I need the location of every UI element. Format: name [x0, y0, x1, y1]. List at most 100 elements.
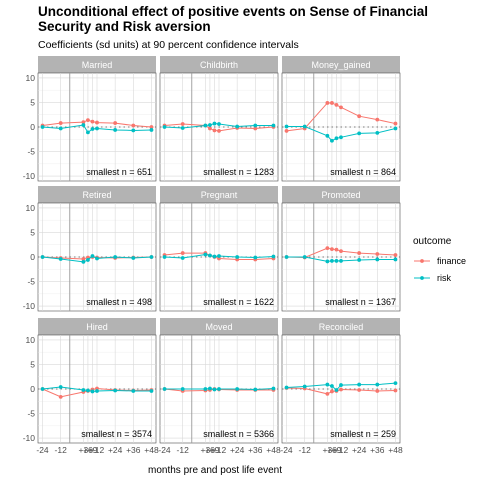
strip-label: Pregnant [201, 190, 238, 200]
point-finance [375, 252, 379, 256]
legend-title: outcome [413, 236, 452, 247]
point-finance [208, 127, 212, 131]
point-risk [163, 387, 167, 391]
point-finance [339, 249, 343, 253]
y-tick-label: -5 [27, 277, 35, 287]
x-tick-label: +12 [90, 445, 105, 455]
point-risk [357, 131, 361, 135]
point-risk [303, 385, 307, 389]
x-tick-label: -12 [177, 445, 190, 455]
point-risk [253, 256, 257, 260]
point-finance [330, 247, 334, 251]
point-risk [41, 387, 45, 391]
n-label: smallest n = 1283 [203, 167, 274, 177]
point-finance [285, 129, 289, 133]
point-risk [330, 384, 334, 388]
panel-married: Married smallest n = 651 -10 -5 0 5 10 [23, 56, 156, 181]
n-label: smallest n = 1367 [325, 297, 396, 307]
point-risk [181, 387, 185, 391]
point-risk [213, 388, 217, 392]
point-finance [339, 105, 343, 109]
point-finance [375, 389, 379, 393]
point-finance [95, 121, 99, 125]
point-risk [59, 385, 63, 389]
point-risk [91, 390, 95, 394]
point-risk [41, 255, 45, 259]
point-finance [357, 251, 361, 255]
point-risk [339, 259, 343, 263]
point-risk [81, 260, 85, 264]
x-axis-title: months pre and post life event [148, 465, 282, 476]
point-finance [217, 129, 221, 133]
panel-promoted: Promoted smallest n = 1367 [282, 186, 400, 311]
panel-childbirth: Childbirth smallest n = 1283 [160, 56, 278, 181]
point-finance [357, 388, 361, 392]
point-finance [86, 118, 90, 122]
point-risk [335, 259, 339, 263]
point-risk [325, 383, 329, 387]
point-finance [335, 248, 339, 252]
point-risk [208, 387, 212, 391]
point-risk [394, 258, 398, 262]
point-risk [335, 388, 339, 392]
point-risk [131, 389, 135, 393]
point-risk [150, 389, 154, 393]
point-finance [394, 253, 398, 257]
point-risk [91, 127, 95, 131]
point-risk [95, 257, 99, 261]
point-risk [203, 253, 207, 257]
point-risk [41, 125, 45, 129]
x-tick-label: +24 [230, 445, 245, 455]
point-risk [375, 131, 379, 135]
point-risk [253, 388, 257, 392]
point-finance [59, 121, 63, 125]
legend-key-point-risk [420, 276, 424, 280]
point-finance [213, 129, 217, 133]
point-risk [181, 256, 185, 260]
panel-moved: Movedsmallest n = 5366-24 -12 +3+6+9+12 +24… [158, 318, 281, 455]
point-risk [303, 125, 307, 129]
point-finance [91, 120, 95, 124]
point-risk [235, 387, 239, 391]
point-finance [181, 251, 185, 255]
point-risk [95, 389, 99, 393]
point-risk [285, 125, 289, 129]
point-risk [81, 123, 85, 127]
y-tick-label: 0 [30, 384, 35, 394]
point-risk [217, 387, 221, 391]
point-finance [113, 121, 117, 125]
x-tick-label: +24 [352, 445, 367, 455]
point-risk [285, 386, 289, 390]
point-risk [86, 131, 90, 135]
y-tick-label: 5 [30, 359, 35, 369]
point-finance [357, 114, 361, 118]
point-risk [81, 388, 85, 392]
y-tick-label: -5 [27, 409, 35, 419]
point-risk [86, 258, 90, 262]
panel-reconciled: Reconciled smallest n = 259 -24 -12 +3+6+9+1… [280, 318, 403, 455]
point-finance [181, 122, 185, 126]
strip-label: Childbirth [200, 60, 238, 70]
n-label: smallest n = 3574 [81, 429, 152, 439]
point-risk [325, 260, 329, 264]
point-finance [394, 389, 398, 393]
y-tick-label: 10 [26, 203, 36, 213]
point-finance [59, 395, 63, 399]
point-finance [325, 392, 329, 396]
point-risk [208, 123, 212, 127]
strip-label: Married [82, 60, 113, 70]
y-tick-label: -10 [23, 433, 36, 443]
n-label: smallest n = 1622 [203, 297, 274, 307]
legend-label-risk: risk [437, 273, 451, 283]
y-tick-label: 5 [30, 97, 35, 107]
x-tick-label: -12 [55, 445, 68, 455]
point-risk [95, 127, 99, 131]
point-risk [86, 389, 90, 393]
point-risk [335, 136, 339, 140]
point-finance [330, 101, 334, 105]
strip-label: Moved [205, 322, 232, 332]
y-tick-label: 10 [26, 335, 36, 345]
legend-label-finance: finance [437, 256, 466, 266]
strip-label: Money_gained [311, 60, 370, 70]
strip-label: Promoted [321, 190, 360, 200]
